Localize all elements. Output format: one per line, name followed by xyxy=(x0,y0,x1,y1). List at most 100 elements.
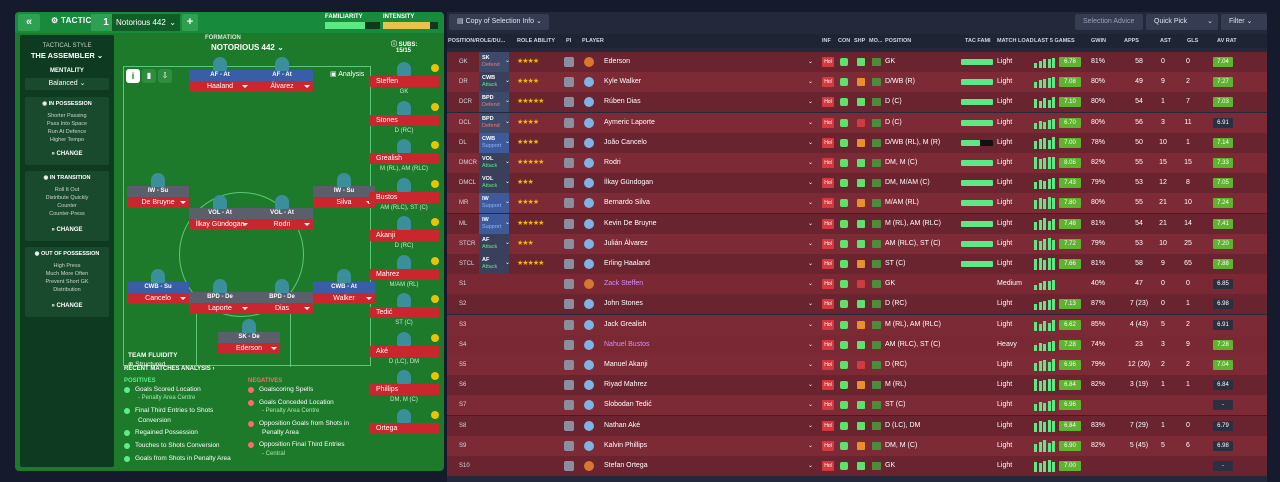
row-role-select[interactable]: VOL Attack xyxy=(479,173,509,194)
copy-selection-info-button[interactable]: ▤ Copy of Selection Info ⌄ xyxy=(449,14,549,30)
instructions-icon[interactable] xyxy=(564,299,574,310)
table-row[interactable]: S8 Nathan Aké ⌄ Hol D (LC), DM Light 6.84 83% 7 … xyxy=(447,415,1267,436)
row-role-select[interactable]: CWB Attack xyxy=(479,72,509,93)
out-of-possession-change-button[interactable]: » CHANGE xyxy=(51,303,83,309)
instructions-icon[interactable] xyxy=(564,400,574,411)
table-row[interactable]: DMCL VOL Attack ⌄ ★★★ İlkay Gündogan ⌄ Hol DM, M… xyxy=(447,173,1267,194)
col-inf[interactable]: INF xyxy=(822,38,831,44)
table-row[interactable]: S5 Manuel Akanji ⌄ Hol D (RC) Light 6.96 79% 12 … xyxy=(447,355,1267,375)
instructions-icon[interactable] xyxy=(564,97,574,108)
player-name[interactable]: Kyle Walker xyxy=(604,78,642,86)
col-gwin[interactable]: GWIN xyxy=(1091,38,1106,44)
player-name[interactable]: Rúben Dias xyxy=(604,98,641,106)
col-tac-fam[interactable]: TAC FAMI xyxy=(965,38,991,44)
row-role-select[interactable]: VOL Attack xyxy=(479,153,509,173)
tactical-style-value[interactable]: THE ASSEMBLER ⌄ xyxy=(30,51,104,60)
row-role-select[interactable]: IW Support xyxy=(479,213,509,234)
row-role-select[interactable]: CWB Support xyxy=(479,132,509,153)
row-role-select[interactable]: IW Support xyxy=(479,193,509,214)
col-pi[interactable]: PI xyxy=(566,38,572,44)
row-role-select[interactable]: BPD Defend xyxy=(479,92,509,113)
in-transition-change-button[interactable]: » CHANGE xyxy=(51,227,83,233)
instructions-icon[interactable] xyxy=(564,360,574,370)
instructions-icon[interactable] xyxy=(564,117,574,128)
player-name[interactable]: Erling Haaland xyxy=(604,260,650,267)
instructions-icon[interactable] xyxy=(564,178,574,189)
instructions-icon[interactable] xyxy=(564,57,574,67)
instructions-icon[interactable] xyxy=(564,319,574,330)
download-view-button[interactable]: ⇩ xyxy=(158,69,172,83)
table-row[interactable]: S10 Stefan Ortega ⌄ Hol GK Light 7.00 - xyxy=(447,456,1267,476)
info-view-button[interactable]: i xyxy=(126,69,140,83)
col-ast[interactable]: AST xyxy=(1160,38,1171,44)
col-shp[interactable]: SHP xyxy=(854,38,866,44)
sub-player[interactable]: Bustos AM (RLC), ST (C) xyxy=(369,177,439,211)
instructions-icon[interactable] xyxy=(564,218,574,229)
sub-player[interactable]: Ortega xyxy=(369,408,439,436)
table-row[interactable]: STCL AF Attack ⌄ ★★★★★ Erling Haaland ⌄ Hol ST (… xyxy=(447,254,1267,274)
instructions-icon[interactable] xyxy=(564,440,574,451)
row-role-select[interactable]: AF Attack xyxy=(479,254,509,274)
player-name[interactable]: Zack Steffen xyxy=(604,280,644,288)
col-mo[interactable]: MO... xyxy=(869,38,883,44)
pitch-player[interactable]: SK - De Ederson xyxy=(218,319,280,354)
player-name[interactable]: Rodri xyxy=(604,159,621,166)
table-row[interactable]: DCL BPD Defend ⌄ ★★★★ Aymeric Laporte ⌄ Hol D (C… xyxy=(447,112,1267,133)
quick-pick-button[interactable]: Quick Pick ⌄ xyxy=(1146,14,1218,30)
pitch-player[interactable]: VOL - At İlkay Gündogan xyxy=(189,195,251,230)
player-name[interactable]: Nahuel Bustos xyxy=(604,340,650,348)
sub-player[interactable]: Phillips DM, M (C) xyxy=(369,370,439,403)
player-name[interactable]: Jack Grealish xyxy=(604,320,647,328)
sub-player[interactable]: Akanji D (RC) xyxy=(369,216,439,249)
row-role-select[interactable]: BPD Defend xyxy=(479,112,509,133)
table-row[interactable]: S7 Slobodan Tedić ⌄ Hol ST (C) Light 6.96 - xyxy=(447,395,1267,416)
player-name[interactable]: Bernardo Silva xyxy=(604,199,650,207)
player-name[interactable]: Aymeric Laporte xyxy=(604,118,655,126)
player-name[interactable]: Kevin De Bruyne xyxy=(604,219,657,227)
table-row[interactable]: ML IW Support ⌄ ★★★★★ Kevin De Bruyne ⌄ Hol M (R… xyxy=(447,213,1267,234)
col-last5[interactable]: LAST 5 GAMES xyxy=(1034,38,1075,44)
sub-player[interactable]: Steffen GK xyxy=(369,62,439,95)
instructions-icon[interactable] xyxy=(564,420,574,431)
analysis-button[interactable]: ▣ Analysis xyxy=(330,71,365,78)
pitch-player[interactable]: AF - At Haaland xyxy=(189,57,251,92)
pitch-player[interactable]: IW - Su De Bruyne xyxy=(127,173,189,208)
selection-advice-button[interactable]: Selection Advice xyxy=(1075,14,1143,30)
chart-view-button[interactable]: ▮ xyxy=(142,69,156,83)
table-row[interactable]: GK SK Defend ⌄ ★★★★ Ederson ⌄ Hol GK Light 6.78 81%… xyxy=(447,52,1267,72)
sub-player[interactable]: Mahrez M/AM (RL) xyxy=(369,254,439,288)
table-row[interactable]: S9 Kalvin Phillips ⌄ Hol DM, M (C) Light 6.90 8… xyxy=(447,435,1267,456)
player-name[interactable]: Riyad Mahrez xyxy=(604,381,648,389)
formation-select[interactable]: NOTORIOUS 442 ⌄ xyxy=(211,43,284,52)
collapse-button[interactable]: « xyxy=(18,14,40,31)
player-name[interactable]: João Cancelo xyxy=(604,138,647,146)
table-row[interactable]: S3 Jack Grealish ⌄ Hol M (RL), AM (RLC) Light… xyxy=(447,314,1267,335)
tactic-selector[interactable]: Notorious 442 ⌄ xyxy=(112,14,180,31)
instructions-icon[interactable] xyxy=(564,77,574,88)
sub-player[interactable]: Grealish M (RL), AM (RLC) xyxy=(369,139,439,172)
pitch-player[interactable]: BPD - De Laporte xyxy=(189,279,251,314)
player-name[interactable]: Ederson xyxy=(604,58,631,65)
instructions-icon[interactable] xyxy=(564,259,574,269)
col-con[interactable]: CON xyxy=(838,38,851,44)
row-role-select[interactable]: SK Defend xyxy=(479,52,509,72)
sub-player[interactable]: Stones D (RC) xyxy=(369,100,439,134)
player-name[interactable]: Kalvin Phillips xyxy=(604,441,648,449)
instructions-icon[interactable] xyxy=(564,137,574,148)
table-row[interactable]: DL CWB Support ⌄ ★★★★ João Cancelo ⌄ Hol D/WB (R… xyxy=(447,132,1267,153)
pitch-player[interactable]: VOL - At Rodri xyxy=(251,195,313,230)
instructions-icon[interactable] xyxy=(564,461,574,471)
instructions-icon[interactable] xyxy=(564,339,574,350)
player-name[interactable]: John Stones xyxy=(604,300,643,308)
in-possession-change-button[interactable]: » CHANGE xyxy=(51,151,83,157)
col-role-ability[interactable]: ROLE ABILITY xyxy=(517,38,555,44)
instructions-icon[interactable] xyxy=(564,198,574,209)
table-row[interactable]: DR CWB Attack ⌄ ★★★★ Kyle Walker ⌄ Hol D/WB (R) L… xyxy=(447,72,1267,93)
col-position[interactable]: POSITION xyxy=(885,38,912,44)
sub-player[interactable]: Aké D (LC), DM xyxy=(369,331,439,365)
table-row[interactable]: DMCR VOL Attack ⌄ ★★★★★ Rodri ⌄ Hol DM, M (C) Lig… xyxy=(447,153,1267,173)
filter-button[interactable]: Filter ⌄ xyxy=(1221,14,1267,30)
player-name[interactable]: Julián Álvarez xyxy=(604,239,648,247)
col-gls[interactable]: GLS xyxy=(1187,38,1199,44)
table-row[interactable]: STCR AF Attack ⌄ ★★★ Julián Álvarez ⌄ Hol AM (RL… xyxy=(447,233,1267,254)
